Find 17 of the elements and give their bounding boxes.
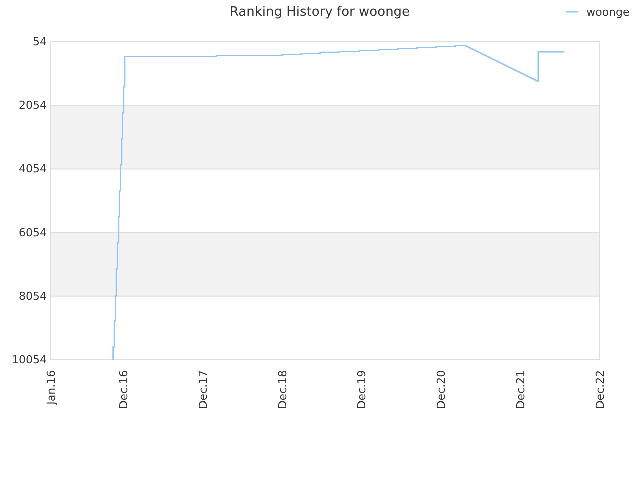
x-tick-label: Dec.21 bbox=[514, 370, 528, 410]
x-tick-label: Dec.17 bbox=[196, 370, 210, 410]
x-tick-label: Dec.18 bbox=[276, 370, 290, 410]
chart-title: Ranking History for woonge bbox=[230, 5, 410, 20]
x-tick-label: Dec.20 bbox=[435, 370, 448, 410]
y-tick-label: 8054 bbox=[19, 290, 47, 303]
legend-label: woonge bbox=[586, 6, 630, 19]
y-tick-label: 6054 bbox=[19, 226, 47, 240]
x-tick-label: Dec.22 bbox=[594, 370, 607, 410]
y-tick-label: 4054 bbox=[19, 162, 47, 176]
y-tick-label: 2054 bbox=[19, 99, 47, 112]
x-tick-label: Jan.16 bbox=[44, 370, 58, 406]
y-tick-label: 10054 bbox=[12, 354, 47, 367]
x-tick-label: Dec.16 bbox=[118, 370, 131, 410]
y-tick-label: 54 bbox=[33, 36, 47, 49]
x-tick-label: Dec.19 bbox=[356, 370, 369, 410]
line-series bbox=[112, 44, 566, 361]
